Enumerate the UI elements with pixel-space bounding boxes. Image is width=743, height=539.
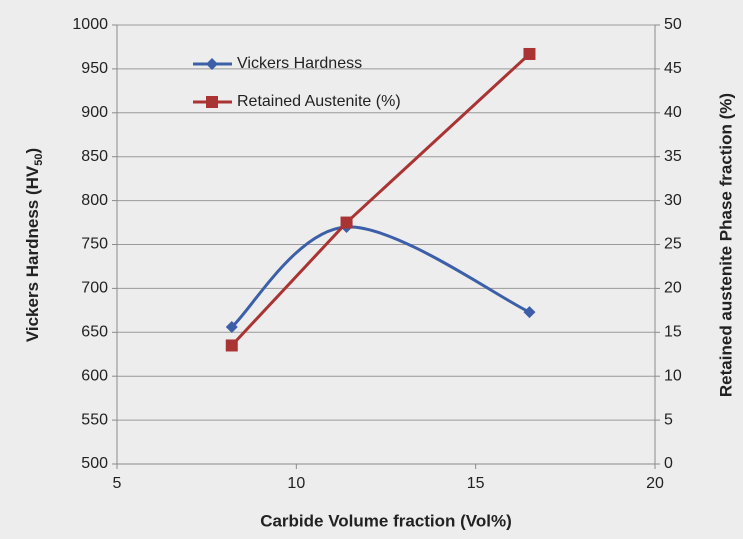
- y2-tick-label: 0: [664, 455, 673, 472]
- y2-tick-label: 25: [664, 236, 682, 253]
- y-tick-label: 800: [81, 192, 108, 209]
- y-axis-label-subscript: 50: [33, 154, 45, 166]
- x-tick-label: 20: [646, 475, 664, 492]
- y-tick-label: 550: [81, 411, 108, 428]
- y-axis-label: Vickers Hardness (HV50): [23, 148, 44, 342]
- y2-tick-label: 35: [664, 148, 682, 165]
- data-point: [225, 339, 238, 352]
- y-tick-label: 1000: [72, 16, 108, 33]
- legend-marker: [206, 58, 218, 70]
- legend-label: Vickers Hardness: [237, 55, 362, 72]
- y-tick-label: 700: [81, 280, 108, 297]
- y2-tick-label: 30: [664, 192, 682, 209]
- y2-tick-label: 50: [664, 16, 682, 33]
- y2-tick-label: 10: [664, 367, 682, 384]
- data-point: [340, 216, 353, 229]
- legend-marker: [206, 96, 218, 108]
- y-tick-label: 950: [81, 60, 108, 77]
- x-tick-label: 10: [287, 475, 305, 492]
- data-point: [523, 306, 536, 319]
- data-point: [523, 47, 536, 60]
- x-tick-label: 5: [113, 475, 122, 492]
- y-tick-label: 500: [81, 455, 108, 472]
- y2-tick-label: 45: [664, 60, 682, 77]
- y2-axis-label: Retained austenite Phase fraction (%): [716, 93, 735, 397]
- y-axis-label-end: ): [23, 148, 42, 154]
- x-tick-label: 15: [467, 475, 485, 492]
- y2-tick-label: 15: [664, 324, 682, 341]
- y-tick-label: 600: [81, 367, 108, 384]
- y-tick-label: 650: [81, 324, 108, 341]
- y2-tick-label: 20: [664, 280, 682, 297]
- legend-label: Retained Austenite (%): [237, 93, 401, 110]
- x-axis-label: Carbide Volume fraction (Vol%): [260, 511, 512, 530]
- data-point: [225, 321, 238, 334]
- y2-tick-label: 40: [664, 104, 682, 121]
- y2-tick-label: 5: [664, 411, 673, 428]
- y-tick-label: 850: [81, 148, 108, 165]
- y-tick-label: 750: [81, 236, 108, 253]
- y-axis-label-text: Vickers Hardness (HV: [23, 165, 42, 342]
- y-tick-label: 900: [81, 104, 108, 121]
